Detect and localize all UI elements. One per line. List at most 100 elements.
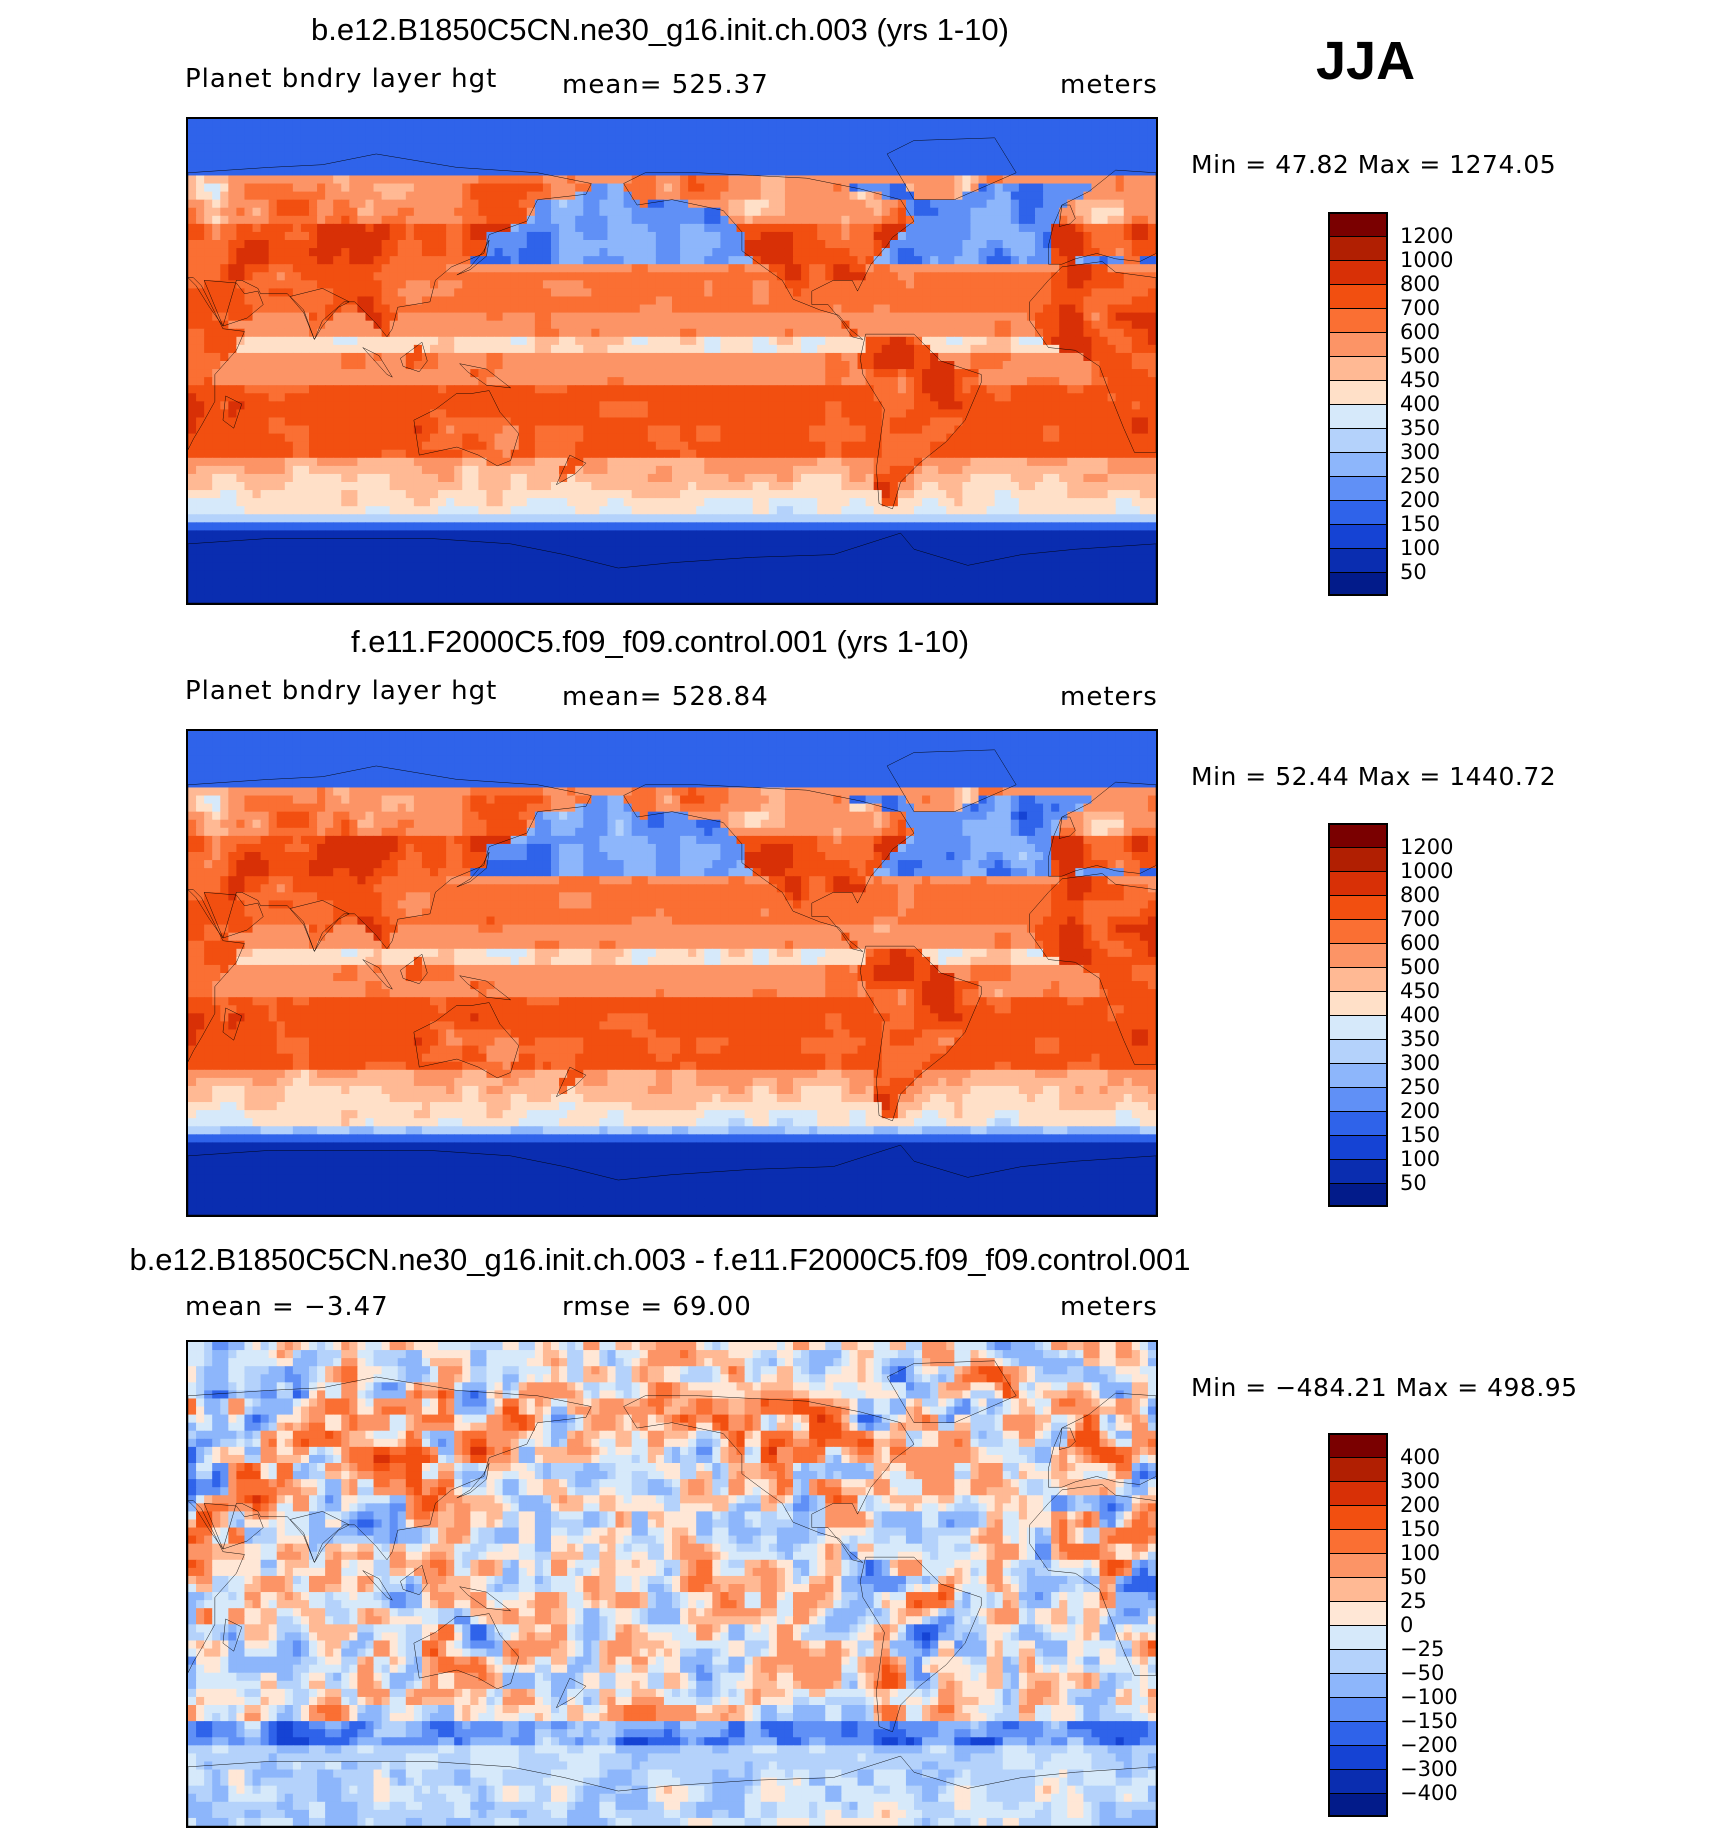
colorbar-swatch (1328, 967, 1388, 991)
colorbar-swatch (1328, 991, 1388, 1015)
coastline (624, 173, 914, 340)
coastline (556, 1067, 586, 1097)
colorbar-level-label: 400 (1400, 1447, 1440, 1468)
colorbar-level-label: 800 (1400, 885, 1440, 906)
panel-2-mean-label: mean= 528.84 (562, 682, 769, 712)
colorbar-swatch (1328, 1721, 1388, 1745)
panel-2-title: f.e11.F2000C5.f09_f09.control.001 (yrs 1… (160, 624, 1160, 660)
coastline (887, 138, 1016, 200)
season-label: JJA (1316, 30, 1415, 92)
colorbar-swatch (1328, 1745, 1388, 1769)
colorbar-level-label: 500 (1400, 346, 1440, 367)
colorbar-level-label: 1000 (1400, 250, 1453, 271)
colorbar-swatch (1328, 895, 1388, 919)
colorbar-level-label: 600 (1400, 933, 1440, 954)
coastline (188, 1501, 244, 1673)
colorbar-level-label: 450 (1400, 981, 1440, 1002)
panel-3-units-label: meters (1060, 1292, 1158, 1322)
colorbar-swatch (1328, 404, 1388, 428)
colorbar-swatch (1328, 236, 1388, 260)
panel-3-mean-label: mean = −3.47 (185, 1292, 389, 1322)
coastline (457, 240, 489, 275)
field-grid (188, 1342, 1156, 1826)
colorbar-swatch (1328, 260, 1388, 284)
panel-2-variable-label: Planet bndry layer hgt (185, 676, 497, 706)
colorbar-level-label: 100 (1400, 1149, 1440, 1170)
coastline (414, 391, 519, 466)
coastline (1048, 170, 1156, 264)
colorbar-swatch (1328, 428, 1388, 452)
colorbar-swatch (1328, 1697, 1388, 1721)
coastline (1059, 205, 1075, 227)
coastline (414, 1614, 519, 1689)
colorbar-level-label: 25 (1400, 1591, 1427, 1612)
panel-3-rmse-label: rmse = 69.00 (562, 1292, 752, 1322)
coastline (223, 1619, 242, 1651)
colorbar-level-label: 200 (1400, 490, 1440, 511)
colorbar-level-label: 150 (1400, 1125, 1440, 1146)
coastline (188, 890, 244, 1062)
colorbar-swatch (1328, 1135, 1388, 1159)
coastline (457, 1463, 489, 1498)
colorbar-level-label: 300 (1400, 1471, 1440, 1492)
colorbar-level-label: 300 (1400, 442, 1440, 463)
coastline (414, 1003, 519, 1078)
coastline (400, 954, 427, 984)
coastline (188, 278, 244, 450)
panel-2-map (186, 729, 1158, 1217)
colorbar-swatch (1328, 356, 1388, 380)
colorbar-swatch (1328, 572, 1388, 596)
coastline (1059, 817, 1075, 839)
coastline (460, 364, 511, 388)
colorbar-level-label: 200 (1400, 1101, 1440, 1122)
colorbar-level-label: −50 (1400, 1663, 1444, 1684)
colorbar-swatch (1328, 284, 1388, 308)
coastline (860, 946, 981, 1121)
colorbar-level-label: 400 (1400, 394, 1440, 415)
colorbar-swatch (1328, 1063, 1388, 1087)
colorbar-swatch (1328, 1577, 1388, 1601)
colorbar-swatch (1328, 1529, 1388, 1553)
coastline (1030, 262, 1156, 453)
coastline (363, 960, 393, 990)
colorbar-level-label: −150 (1400, 1711, 1458, 1732)
panel-2-minmax: Min = 52.44 Max = 1440.72 (1191, 762, 1556, 791)
colorbar-level-label: 100 (1400, 538, 1440, 559)
coastline (188, 533, 1156, 603)
colorbar-swatch (1328, 452, 1388, 476)
coastline (204, 892, 263, 938)
coastline (188, 1756, 1156, 1826)
coastline (1030, 874, 1156, 1065)
colorbar-level-label: 400 (1400, 1005, 1440, 1026)
colorbar-level-label: 250 (1400, 1077, 1440, 1098)
colorbar-level-label: 100 (1400, 1543, 1440, 1564)
colorbar-swatch (1328, 476, 1388, 500)
colorbar-swatch (1328, 1087, 1388, 1111)
colorbar-swatch (1328, 1505, 1388, 1529)
coastline (460, 1587, 511, 1611)
colorbar-level-label: 600 (1400, 322, 1440, 343)
colorbar-swatch (1328, 1039, 1388, 1063)
coastline (1030, 1485, 1156, 1676)
panel-1-title: b.e12.B1850C5CN.ne30_g16.init.ch.003 (yr… (160, 12, 1160, 48)
panel-3-minmax: Min = −484.21 Max = 498.95 (1191, 1373, 1578, 1402)
coastline (860, 1557, 981, 1732)
coastline (400, 1565, 427, 1595)
colorbar-level-label: 450 (1400, 370, 1440, 391)
coastline (460, 976, 511, 1000)
coastlines (188, 1361, 1156, 1826)
colorbar-swatch (1328, 847, 1388, 871)
colorbar-level-label: 150 (1400, 1519, 1440, 1540)
colorbar-swatch (1328, 332, 1388, 356)
colorbar-swatch (1328, 548, 1388, 572)
colorbar-swatch (1328, 524, 1388, 548)
coastline (204, 1503, 263, 1549)
colorbar-level-label: 800 (1400, 274, 1440, 295)
coastlines (188, 138, 1156, 603)
colorbar-level-label: 250 (1400, 466, 1440, 487)
colorbar-swatch (1328, 823, 1388, 847)
panel-1-variable-label: Planet bndry layer hgt (185, 64, 497, 94)
colorbar-level-label: 500 (1400, 957, 1440, 978)
colorbar-level-label: 1000 (1400, 861, 1453, 882)
